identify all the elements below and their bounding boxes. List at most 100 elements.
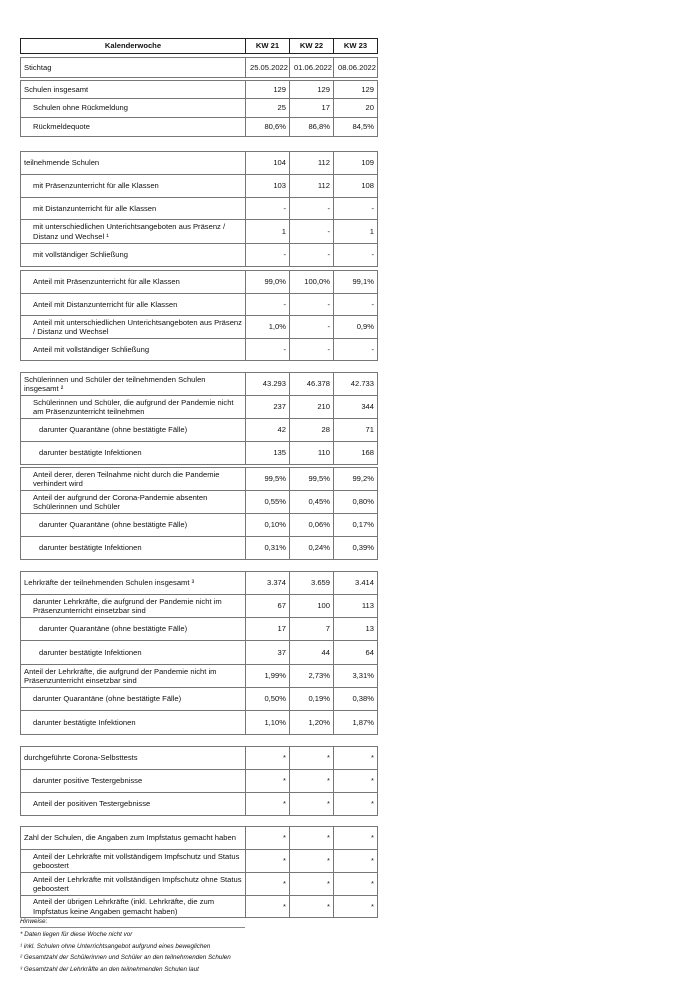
row-label: Anteil mit Distanzunterricht für alle Kl… bbox=[20, 293, 246, 316]
row-label: Anteil mit Präsenzunterricht für alle Kl… bbox=[20, 270, 246, 294]
cell-value: - bbox=[289, 315, 334, 339]
cell-value: 3.374 bbox=[245, 571, 290, 595]
table-row: darunter Quarantäne (ohne bestätigte Fäl… bbox=[20, 418, 378, 442]
cell-value: * bbox=[333, 746, 378, 770]
cell-value: 3.414 bbox=[333, 571, 378, 595]
data-table-group: Anteil derer, deren Teilnahme nicht durc… bbox=[20, 467, 378, 560]
cell-value: * bbox=[289, 826, 334, 850]
cell-value: - bbox=[333, 293, 378, 316]
cell-value: 0,80% bbox=[333, 490, 378, 514]
cell-value: - bbox=[245, 197, 290, 220]
table-row: darunter positive Testergebnisse * * * bbox=[20, 769, 378, 793]
cell-value: 0,39% bbox=[333, 536, 378, 560]
cell-value: * bbox=[289, 769, 334, 793]
table-row: mit vollständiger Schließung - - - bbox=[20, 243, 378, 267]
cell-value: * bbox=[289, 895, 334, 918]
cell-value: 7 bbox=[289, 617, 334, 641]
cell-value: 344 bbox=[333, 395, 378, 419]
row-label: Anteil der positiven Testergebnisse bbox=[20, 792, 246, 816]
stichtag-date: 01.06.2022 bbox=[289, 57, 334, 78]
row-label: Anteil der übrigen Lehrkräfte (inkl. Leh… bbox=[20, 895, 246, 918]
cell-value: 237 bbox=[245, 395, 290, 419]
table-row: Anteil der positiven Testergebnisse * * * bbox=[20, 792, 378, 816]
cell-value: * bbox=[333, 826, 378, 850]
cell-value: 0,45% bbox=[289, 490, 334, 514]
cell-value: 2,73% bbox=[289, 664, 334, 688]
data-table-group: Lehrkräfte der teilnehmenden Schulen ins… bbox=[20, 571, 378, 735]
table-row: Anteil der Lehrkräfte, die aufgrund der … bbox=[20, 664, 378, 688]
row-label: Zahl der Schulen, die Angaben zum Impfst… bbox=[20, 826, 246, 850]
cell-value: - bbox=[289, 338, 334, 361]
row-label: mit Distanzunterricht für alle Klassen bbox=[20, 197, 246, 220]
cell-value: 104 bbox=[245, 151, 290, 175]
cell-value: 129 bbox=[333, 80, 378, 99]
table-row: darunter Quarantäne (ohne bestätigte Fäl… bbox=[20, 687, 378, 711]
table-row: Schülerinnen und Schüler, die aufgrund d… bbox=[20, 395, 378, 419]
cell-value: 44 bbox=[289, 640, 334, 665]
cell-value: 3.659 bbox=[289, 571, 334, 595]
note: ¹ inkl. Schulen ohne Unterrichtsangebot … bbox=[20, 942, 211, 950]
row-label: Anteil der Lehrkräfte mit vollständigen … bbox=[20, 872, 246, 896]
cell-value: 99,5% bbox=[245, 467, 290, 491]
table-row: Anteil der Lehrkräfte mit vollständigen … bbox=[20, 872, 378, 896]
stichtag-table: Stichtag 25.05.2022 01.06.2022 08.06.202… bbox=[20, 57, 378, 78]
cell-value: - bbox=[245, 338, 290, 361]
cell-value: * bbox=[245, 826, 290, 850]
cell-value: 129 bbox=[289, 80, 334, 99]
cell-value: * bbox=[333, 895, 378, 918]
row-label: Rückmeldequote bbox=[20, 117, 246, 137]
cell-value: 0,17% bbox=[333, 513, 378, 537]
row-label: Anteil derer, deren Teilnahme nicht durc… bbox=[20, 467, 246, 491]
cell-value: - bbox=[289, 219, 334, 244]
cell-value: 112 bbox=[289, 151, 334, 175]
cell-value: 71 bbox=[333, 418, 378, 442]
cell-value: 108 bbox=[333, 174, 378, 198]
table-row: durchgeführte Corona-Selbsttests * * * bbox=[20, 746, 378, 770]
cell-value: 43.293 bbox=[245, 372, 290, 396]
data-table-group: durchgeführte Corona-Selbsttests * * * darun… bbox=[20, 746, 378, 816]
table-row: Anteil mit unterschiedlichen Unterichtsa… bbox=[20, 315, 378, 339]
row-label: darunter Lehrkräfte, die aufgrund der Pa… bbox=[20, 594, 246, 618]
table-row: darunter bestätigte Infektionen 135 110 168 bbox=[20, 441, 378, 465]
table-row: darunter Quarantäne (ohne bestätigte Fäl… bbox=[20, 513, 378, 537]
table-row: teilnehmende Schulen 104 112 109 bbox=[20, 151, 378, 175]
row-label: Schülerinnen und Schüler, die aufgrund d… bbox=[20, 395, 246, 419]
row-label: darunter Quarantäne (ohne bestätigte Fäl… bbox=[20, 687, 246, 711]
stichtag-date: 08.06.2022 bbox=[333, 57, 378, 78]
cell-value: 1 bbox=[245, 219, 290, 244]
cell-value: 113 bbox=[333, 594, 378, 618]
cell-value: * bbox=[245, 769, 290, 793]
cell-value: 110 bbox=[289, 441, 334, 465]
table-row: Anteil mit Präsenzunterricht für alle Kl… bbox=[20, 270, 378, 294]
cell-value: 86,8% bbox=[289, 117, 334, 137]
cell-value: 0,55% bbox=[245, 490, 290, 514]
cell-value: * bbox=[333, 792, 378, 816]
stichtag-date: 25.05.2022 bbox=[245, 57, 290, 78]
cell-value: 17 bbox=[289, 98, 334, 118]
row-label: Anteil der Lehrkräfte, die aufgrund der … bbox=[20, 664, 246, 688]
notes: Hinweise: * Daten liegen für diese Woche… bbox=[20, 918, 350, 977]
cell-value: 1,99% bbox=[245, 664, 290, 688]
cell-value: * bbox=[289, 872, 334, 896]
cell-value: * bbox=[289, 746, 334, 770]
table-row: darunter Lehrkräfte, die aufgrund der Pa… bbox=[20, 594, 378, 618]
row-label: darunter positive Testergebnisse bbox=[20, 769, 246, 793]
row-label: mit unterschiedlichen Unterichtsangebote… bbox=[20, 219, 246, 244]
table-row: Rückmeldequote 80,6% 86,8% 84,5% bbox=[20, 117, 378, 137]
cell-value: 37 bbox=[245, 640, 290, 665]
cell-value: 99,1% bbox=[333, 270, 378, 294]
table-row: darunter bestätigte Infektionen 1,10% 1,20… bbox=[20, 710, 378, 735]
cell-value: * bbox=[245, 872, 290, 896]
week-header: KW 22 bbox=[289, 38, 334, 54]
row-label: darunter bestätigte Infektionen bbox=[20, 710, 246, 735]
table-row: Anteil der Lehrkräfte mit vollständigem … bbox=[20, 849, 378, 873]
cell-value: - bbox=[289, 293, 334, 316]
row-label: Anteil der Lehrkräfte mit vollständigem … bbox=[20, 849, 246, 873]
cell-value: 0,19% bbox=[289, 687, 334, 711]
table-row: Schülerinnen und Schüler der teilnehmend… bbox=[20, 372, 378, 396]
cell-value: 80,6% bbox=[245, 117, 290, 137]
row-label: Anteil mit unterschiedlichen Unterichtsa… bbox=[20, 315, 246, 339]
cell-value: 20 bbox=[333, 98, 378, 118]
cell-value: * bbox=[289, 792, 334, 816]
note: ² Gesamtzahl der Schülerinnen und Schüle… bbox=[20, 954, 231, 961]
